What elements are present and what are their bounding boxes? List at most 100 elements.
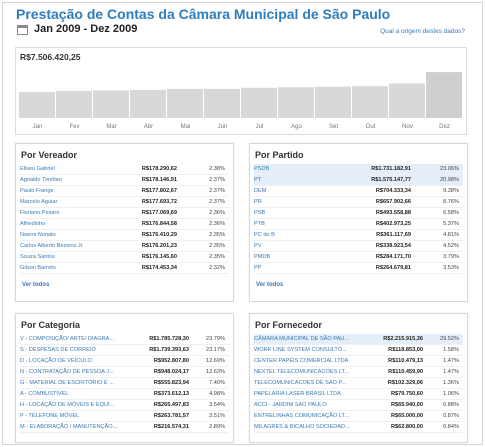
vereador-see-all-link[interactable]: Ver todos: [22, 282, 50, 288]
vereador-row[interactable]: Gilson Barreto R$174.453,34 2.32%: [20, 263, 229, 274]
fornecedor-row-name[interactable]: PAPELARIA LASER BRASIL LTDA: [254, 391, 341, 397]
vereador-row-name[interactable]: Eliseu Gabriel: [20, 166, 55, 172]
fornecedor-row-value: R$102.329,06: [387, 380, 423, 386]
vereador-row-name[interactable]: Carlos Alberto Bezerra Jr.: [20, 243, 84, 249]
fornecedor-row-percent: 0.88%: [443, 402, 459, 408]
categoria-row[interactable]: S - DESPESAS DE CORREIO R$1.739.393,63 23.…: [20, 345, 229, 356]
fornecedor-row[interactable]: NEXTEL TELECOMUNICACOES LT... R$110.459,9…: [254, 367, 463, 378]
data-origin-link[interactable]: Qual a origem destes dados?: [380, 28, 465, 35]
vereador-row[interactable]: Paulo Frange R$177.802,67 2.37%: [20, 186, 229, 197]
categoria-row[interactable]: D - LOCAÇÃO DE VEÍCULO R$952.807,80 12.69%: [20, 356, 229, 367]
chart-bar[interactable]: [315, 86, 351, 118]
fornecedor-row-name[interactable]: TELECOMUNICACOES DE SAO P...: [254, 380, 347, 386]
partido-row-name[interactable]: PR: [254, 199, 262, 205]
chart-bar[interactable]: [278, 87, 314, 118]
partido-row[interactable]: PT R$1.575.147,77 20.98%: [254, 175, 463, 186]
partido-row[interactable]: PMDB R$284.171,70 3.79%: [254, 252, 463, 263]
partido-row[interactable]: PTB R$402.973,25 5.37%: [254, 219, 463, 230]
fornecedor-row-name[interactable]: ENTRELINHAS COMUNICAÇÃO LT...: [254, 413, 350, 419]
categoria-row-name[interactable]: G - MATERIAL DE ESCRITÓRIO E ...: [20, 380, 114, 386]
chart-bar[interactable]: [167, 88, 203, 118]
partido-row-name[interactable]: PP: [254, 265, 262, 271]
categoria-row-name[interactable]: H - LOCAÇÃO DE MÓVEIS E EQUI...: [20, 402, 115, 408]
categoria-row[interactable]: V - COMPOSIÇÃO/ ARTE/ DIAGRA... R$1.785.7…: [20, 334, 229, 345]
chart-bar[interactable]: [352, 86, 388, 118]
vereador-row-name[interactable]: Floriano Pesaro: [20, 210, 60, 216]
vereador-row[interactable]: Carlos Alberto Bezerra Jr. R$176.201,23 2.…: [20, 241, 229, 252]
partido-row[interactable]: PV R$338.923,54 4.52%: [254, 241, 463, 252]
panel-vereador-heading: Por Vereador: [21, 150, 78, 160]
partido-row-name[interactable]: PTB: [254, 221, 265, 227]
categoria-rows: V - COMPOSIÇÃO/ ARTE/ DIAGRA... R$1.785.7…: [20, 334, 229, 433]
partido-row[interactable]: DEM R$704.333,34 9.38%: [254, 186, 463, 197]
vereador-row-value: R$178.146,91: [141, 177, 177, 183]
vereador-row-name[interactable]: Gilson Barreto: [20, 265, 56, 271]
fornecedor-row[interactable]: PAPELARIA LASER BRASIL LTDA R$79.750,60 1.…: [254, 389, 463, 400]
fornecedor-row[interactable]: MILAGRES & BICALHO SOCIEDAD... R$62.800,0…: [254, 422, 463, 433]
chart-bar[interactable]: [204, 88, 240, 118]
vereador-row-name[interactable]: Alfredinho: [20, 221, 46, 227]
categoria-row-name[interactable]: A - COMBUSTÍVEL: [20, 391, 69, 397]
chart-bar[interactable]: [241, 87, 277, 118]
chart-bar[interactable]: [130, 89, 166, 118]
fornecedor-row-name[interactable]: CENTER PAPÉIS COMERCIAL LTDA: [254, 358, 349, 364]
vereador-row-name[interactable]: Souza Santos: [20, 254, 55, 260]
chart-bar[interactable]: [93, 90, 129, 118]
partido-row-name[interactable]: PT: [254, 177, 262, 183]
vereador-row-name[interactable]: Noemi Nonato: [20, 232, 56, 238]
vereador-row[interactable]: Agnaldo Timóteo R$178.146,91 2.37%: [20, 175, 229, 186]
categoria-row-name[interactable]: V - COMPOSIÇÃO/ ARTE/ DIAGRA...: [20, 336, 115, 342]
fornecedor-row[interactable]: CENTER PAPÉIS COMERCIAL LTDA R$110.479,13…: [254, 356, 463, 367]
vereador-row[interactable]: Alfredinho R$176.844,58 2.36%: [20, 219, 229, 230]
partido-row[interactable]: PSDB R$1.731.182,91 23.06%: [254, 164, 463, 175]
calendar-icon[interactable]: [17, 25, 28, 35]
vereador-row-name[interactable]: Agnaldo Timóteo: [20, 177, 62, 183]
partido-row[interactable]: PC do B R$361.117,69 4.81%: [254, 230, 463, 241]
fornecedor-row[interactable]: ENTRELINHAS COMUNICAÇÃO LT... R$65.000,00…: [254, 411, 463, 422]
partido-row[interactable]: PSB R$493.558,88 6.58%: [254, 208, 463, 219]
vereador-row[interactable]: Souza Santos R$176.145,60 2.35%: [20, 252, 229, 263]
fornecedor-row-name[interactable]: ACCI - JARDIM SAO PAULO: [254, 402, 327, 408]
chart-bar[interactable]: [56, 91, 92, 118]
partido-row[interactable]: PP R$264.679,81 3.53%: [254, 263, 463, 274]
vereador-row[interactable]: Floriano Pesaro R$177.069,69 2.36%: [20, 208, 229, 219]
categoria-row[interactable]: M - ELABORAÇÃO / MANUTENÇÃO... R$216.574,…: [20, 422, 229, 433]
categoria-row-name[interactable]: N - CONTRATAÇÃO DE PESSOA J...: [20, 369, 114, 375]
categoria-row[interactable]: H - LOCAÇÃO DE MÓVEIS E EQUI... R$265.497…: [20, 400, 229, 411]
partido-row-name[interactable]: PV: [254, 243, 262, 249]
fornecedor-row[interactable]: WORK LINE SYSTEM CONSULTO... R$118.853,00…: [254, 345, 463, 356]
fornecedor-rows: CÂMARA MUNICIPAL DE SÃO PAU... R$2.215.91…: [254, 334, 463, 433]
fornecedor-row-name[interactable]: CÂMARA MUNICIPAL DE SÃO PAU...: [254, 336, 350, 342]
fornecedor-row-name[interactable]: NEXTEL TELECOMUNICACOES LT...: [254, 369, 350, 375]
fornecedor-row[interactable]: ACCI - JARDIM SAO PAULO R$65.940,00 0.88%: [254, 400, 463, 411]
partido-row-name[interactable]: PMDB: [254, 254, 271, 260]
categoria-row[interactable]: P - TELEFONE MÓVEL R$263.781,57 3.51%: [20, 411, 229, 422]
partido-row[interactable]: PR R$657.902,66 8.76%: [254, 197, 463, 208]
partido-see-all-link[interactable]: Ver todos: [256, 282, 284, 288]
chart-bar[interactable]: [426, 72, 462, 118]
partido-row-name[interactable]: PSB: [254, 210, 266, 216]
vereador-row[interactable]: Noemi Nonato R$176.410,29 2.35%: [20, 230, 229, 241]
categoria-row-name[interactable]: M - ELABORAÇÃO / MANUTENÇÃO...: [20, 424, 118, 430]
partido-row-name[interactable]: PC do B: [254, 232, 275, 238]
vereador-row[interactable]: Marcelo Aguiar R$177.693,72 2.37%: [20, 197, 229, 208]
chart-bar[interactable]: [389, 83, 425, 118]
fornecedor-row[interactable]: CÂMARA MUNICIPAL DE SÃO PAU... R$2.215.91…: [254, 334, 463, 345]
categoria-row[interactable]: A - COMBUSTÍVEL R$373.612,13 4.98%: [20, 389, 229, 400]
vereador-row[interactable]: Eliseu Gabriel R$178.290,62 2.38%: [20, 164, 229, 175]
vereador-row-name[interactable]: Marcelo Aguiar: [20, 199, 58, 205]
partido-row-name[interactable]: PSDB: [254, 166, 270, 172]
categoria-row-name[interactable]: S - DESPESAS DE CORREIO: [20, 347, 96, 353]
categoria-row[interactable]: N - CONTRATAÇÃO DE PESSOA J... R$948.024,…: [20, 367, 229, 378]
categoria-row-name[interactable]: D - LOCAÇÃO DE VEÍCULO: [20, 358, 92, 364]
period-selector[interactable]: Jan 2009 - Dez 2009: [34, 23, 138, 35]
fornecedor-row-name[interactable]: WORK LINE SYSTEM CONSULTO...: [254, 347, 347, 353]
fornecedor-row[interactable]: TELECOMUNICACOES DE SAO P... R$102.329,06…: [254, 378, 463, 389]
categoria-row[interactable]: G - MATERIAL DE ESCRITÓRIO E ... R$555.82…: [20, 378, 229, 389]
partido-row-name[interactable]: DEM: [254, 188, 267, 194]
chart-bar[interactable]: [19, 92, 55, 118]
categoria-row-name[interactable]: P - TELEFONE MÓVEL: [20, 413, 80, 419]
fornecedor-row-name[interactable]: MILAGRES & BICALHO SOCIEDAD...: [254, 424, 350, 430]
vereador-row-name[interactable]: Paulo Frange: [20, 188, 54, 194]
vereador-row-value: R$176.844,58: [141, 221, 177, 227]
